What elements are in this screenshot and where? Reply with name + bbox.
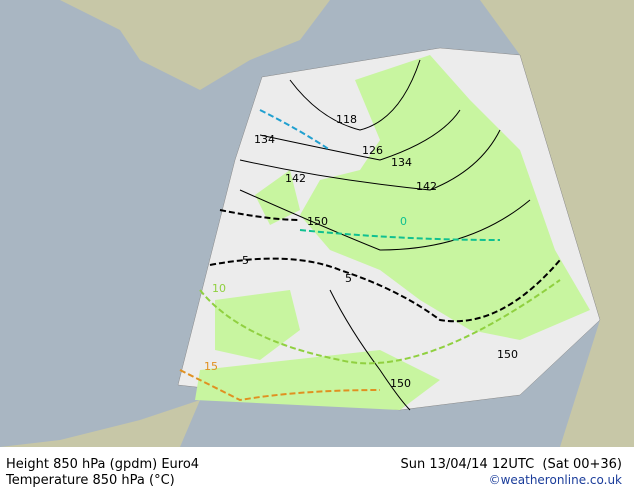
temperature-label: 15 [204,360,218,373]
contour-line [289,59,421,131]
contour-line [329,289,411,411]
contour-line [239,189,531,251]
subtitle: Temperature 850 hPa (°C) [6,473,175,488]
east-land [480,0,634,447]
africa-land [0,400,200,447]
temperature-label: -5 [238,254,249,267]
isotherm [179,369,381,402]
isotherm [299,229,501,241]
isotherm [209,257,561,323]
title: Height 850 hPa (gpdm) Euro4 [6,457,200,472]
contour-label: 134 [391,156,412,169]
contour-line [259,109,461,161]
map: 118 126 134 134 142 142 150 150 150 -5 0… [0,0,634,447]
isotherm [199,279,561,365]
land-europe [300,55,590,340]
contour-label: 134 [254,133,275,146]
temperature-label: 5 [345,272,352,285]
temperature-label: 0 [400,215,407,228]
land-africa [195,350,440,410]
contour-label: 142 [285,172,306,185]
credit: ©weatheronline.co.uk [488,473,622,487]
contour-label: 150 [307,215,328,228]
contour-label: 142 [416,180,437,193]
greenland [0,0,330,90]
temperature-label: 10 [212,282,226,295]
isotherm [259,109,331,151]
date: Sun 13/04/14 12UTC (Sat 00+36) [400,457,622,472]
contour-label: 126 [362,144,383,157]
isotherm [219,209,301,221]
contour-label: 150 [497,348,518,361]
contour-line [239,129,501,191]
contour-label: 150 [390,377,411,390]
contour-label: 118 [336,113,357,126]
